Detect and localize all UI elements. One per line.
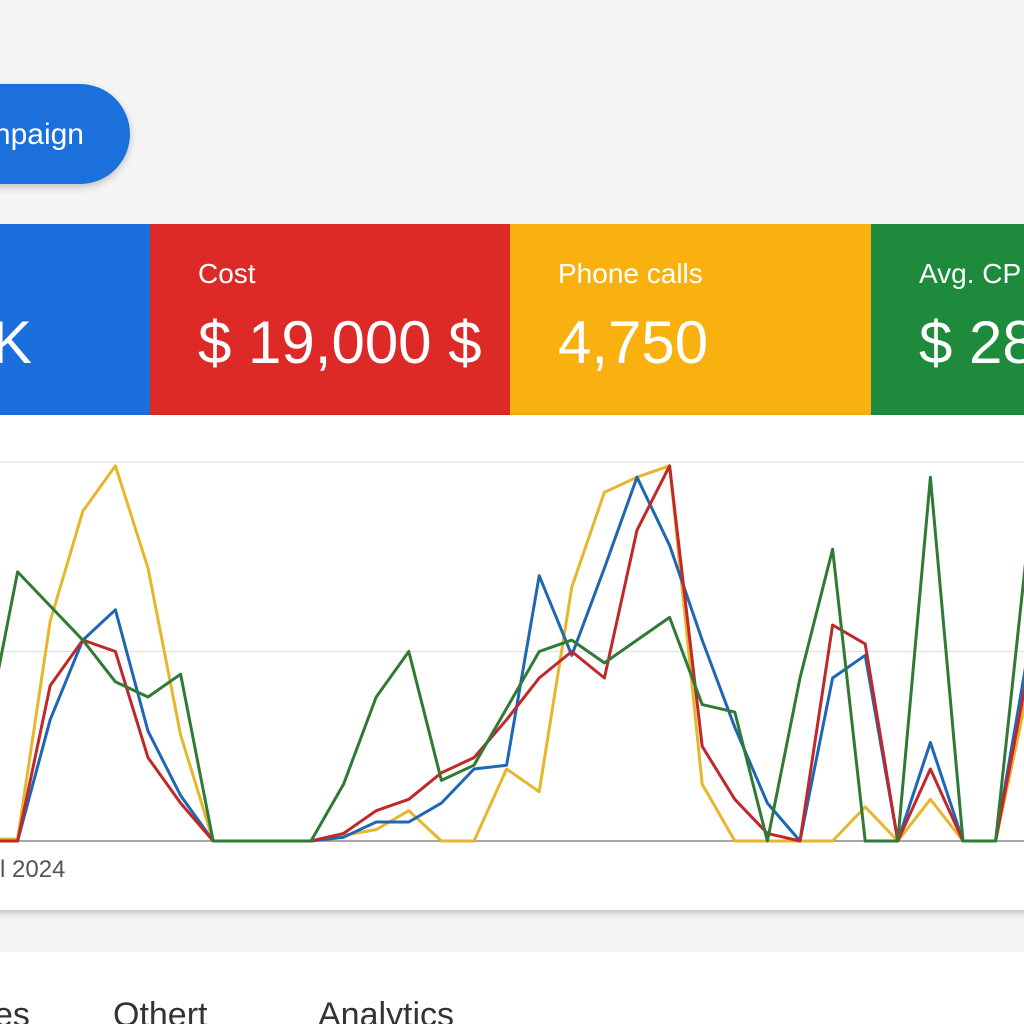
metric-cards: K Cost $ 19,000 $ Phone calls 4,750 Avg. CP $ … <box>0 224 1024 415</box>
chart: l 2024 <box>0 461 1024 883</box>
campaign-button[interactable] <box>0 84 130 184</box>
metric-value: 4,750 <box>558 309 708 376</box>
metric-label: Avg. CP <box>919 258 1021 289</box>
tab[interactable]: Othert <box>113 996 208 1024</box>
metric-card[interactable] <box>0 224 150 415</box>
series-line <box>0 464 1024 843</box>
series-line <box>0 464 1024 843</box>
button-label[interactable]: npaign <box>0 118 84 151</box>
series-line <box>0 475 1024 843</box>
metric-value: K <box>0 309 32 376</box>
metric-card[interactable] <box>150 224 510 415</box>
chart-card <box>0 415 1024 910</box>
metric-card[interactable] <box>871 224 1024 415</box>
series-line <box>0 475 1024 843</box>
metric-label: Cost <box>198 258 256 289</box>
tab[interactable]: Analytics <box>318 996 454 1024</box>
tab-bar <box>0 952 1024 1024</box>
tab[interactable]: es <box>0 996 30 1024</box>
metric-label: Phone calls <box>558 258 703 289</box>
metric-value: $ 19,000 $ <box>198 309 482 376</box>
metric-value: $ 28 <box>919 309 1024 376</box>
x-axis-label: l 2024 <box>0 856 65 883</box>
metric-card[interactable] <box>510 224 871 415</box>
tabs: es Othert Analytics <box>0 996 454 1024</box>
